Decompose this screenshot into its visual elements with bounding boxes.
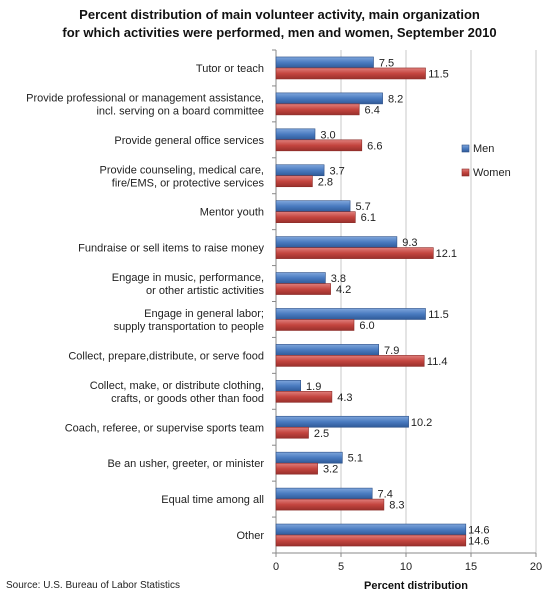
bar-women xyxy=(275,247,434,259)
bar-men xyxy=(275,380,302,392)
bar-men xyxy=(275,523,467,536)
chart-title-line-2: for which activities were performed, men… xyxy=(62,25,497,40)
bar-women xyxy=(275,139,363,152)
bar-men xyxy=(275,308,426,320)
legend-label-women: Women xyxy=(473,167,511,179)
data-label-men: 7.5 xyxy=(379,57,394,69)
bar-women xyxy=(275,426,309,439)
bar-women xyxy=(275,391,333,403)
data-label-women: 3.2 xyxy=(323,464,338,476)
data-label-men: 9.3 xyxy=(402,237,417,249)
bar-men xyxy=(275,487,373,500)
bar-women xyxy=(275,498,385,511)
bar-women xyxy=(275,67,426,80)
bar-men xyxy=(275,56,374,69)
category-label: Fundraise or sell items to raise money xyxy=(78,243,264,255)
data-label-women: 2.5 xyxy=(314,428,329,440)
x-tick-label: 15 xyxy=(465,561,477,573)
data-label-men: 11.5 xyxy=(428,309,449,321)
bar-men xyxy=(275,272,326,284)
data-label-women: 6.0 xyxy=(359,320,374,332)
category-label: Tutor or teach xyxy=(196,63,264,75)
data-label-women: 11.4 xyxy=(427,356,448,368)
category-label: Provide counseling, medical care, fire/EM… xyxy=(100,164,265,189)
bar-women xyxy=(275,175,313,188)
bar-men xyxy=(275,415,409,428)
category-label: Other xyxy=(236,530,264,542)
x-axis-label: Percent distribution xyxy=(364,580,468,592)
category-label: Provide general office services xyxy=(114,135,264,147)
category-label: Provide professional or management assis… xyxy=(26,92,264,117)
bar-men xyxy=(275,164,325,177)
data-label-women: 4.2 xyxy=(336,284,351,296)
data-label-women: 8.3 xyxy=(389,500,404,512)
data-label-men: 3.8 xyxy=(331,273,346,285)
category-label: Be an usher, greeter, or minister xyxy=(107,458,264,470)
category-label: Equal time among all xyxy=(161,494,264,506)
data-label-women: 6.4 xyxy=(365,104,380,116)
bar-men xyxy=(275,236,398,248)
bar-men xyxy=(275,451,343,464)
data-label-men: 7.9 xyxy=(384,345,399,357)
x-tick-label: 5 xyxy=(338,561,344,573)
category-label: Coach, referee, or supervise sports team xyxy=(65,422,264,434)
data-label-women: 6.6 xyxy=(367,140,382,152)
data-label-women: 12.1 xyxy=(436,248,457,260)
bar-men xyxy=(275,200,351,212)
bar-women xyxy=(275,534,467,547)
data-label-men: 8.2 xyxy=(388,93,403,105)
x-tick-label: 0 xyxy=(273,561,279,573)
bar-women xyxy=(275,103,360,116)
x-tick-label: 20 xyxy=(530,561,542,573)
bar-men xyxy=(275,92,383,105)
legend-swatch-men xyxy=(461,144,470,153)
legend-label-men: Men xyxy=(473,143,494,155)
bar-men xyxy=(275,128,316,141)
source-note: Source: U.S. Bureau of Labor Statistics xyxy=(6,580,180,591)
data-label-men: 7.4 xyxy=(378,489,393,501)
category-label: Collect, prepare,distribute, or serve fo… xyxy=(68,350,264,362)
data-label-men: 14.6 xyxy=(468,525,489,537)
category-label: Engage in general labor; supply transport… xyxy=(114,308,264,333)
bar-men xyxy=(275,344,379,356)
data-label-men: 3.0 xyxy=(320,129,335,141)
category-label: Engage in music, performance, or other ar… xyxy=(112,272,265,297)
data-label-men: 1.9 xyxy=(306,381,321,393)
x-tick-label: 10 xyxy=(400,561,412,573)
bar-women xyxy=(275,462,318,475)
data-label-women: 6.1 xyxy=(361,212,376,224)
data-label-men: 3.7 xyxy=(329,165,344,177)
legend-swatch-women xyxy=(461,168,470,177)
category-label: Collect, make, or distribute clothing, cr… xyxy=(90,380,264,405)
data-label-men: 5.1 xyxy=(348,453,363,465)
bar-women xyxy=(275,319,355,331)
category-label: Mentor youth xyxy=(200,207,264,219)
data-label-women: 4.3 xyxy=(337,392,352,404)
bar-women xyxy=(275,283,331,295)
bar-women xyxy=(275,211,356,223)
data-label-women: 11.5 xyxy=(428,68,449,80)
chart-title-line-1: Percent distribution of main volunteer a… xyxy=(79,7,480,22)
data-label-women: 2.8 xyxy=(318,176,333,188)
data-label-men: 5.7 xyxy=(355,201,370,213)
data-label-women: 14.6 xyxy=(468,536,489,548)
bar-women xyxy=(275,355,425,367)
data-label-men: 10.2 xyxy=(411,417,432,429)
